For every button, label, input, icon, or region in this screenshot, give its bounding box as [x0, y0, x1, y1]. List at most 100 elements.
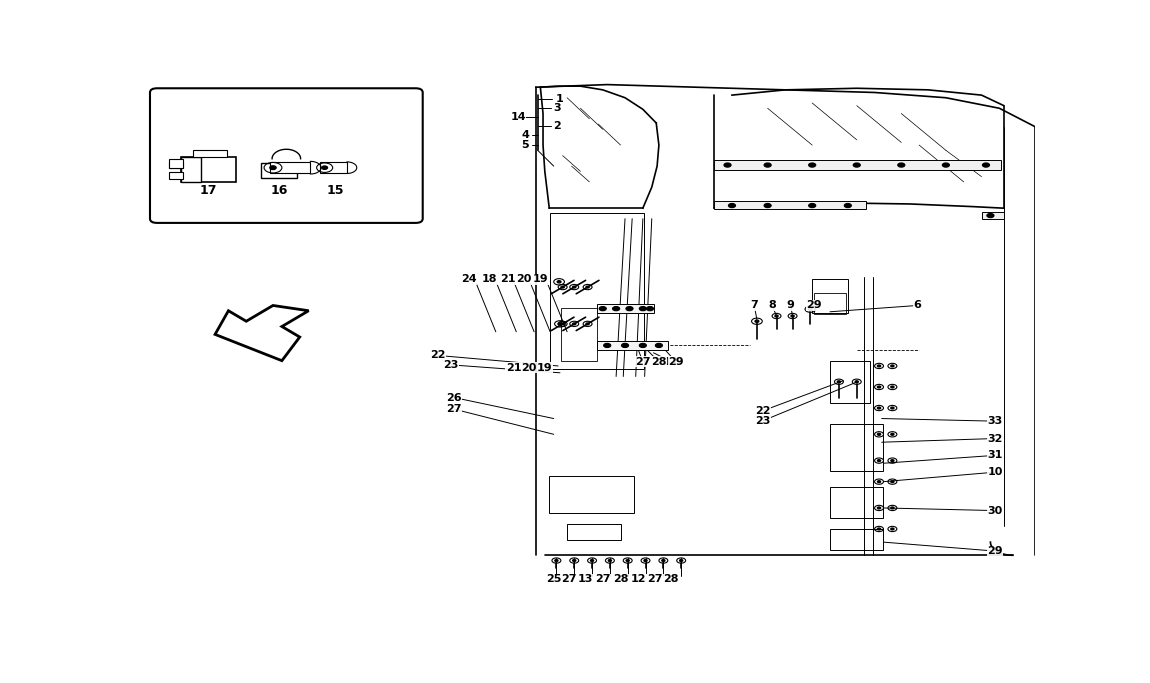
Bar	[597, 341, 668, 350]
Circle shape	[808, 163, 815, 167]
Text: 27: 27	[446, 404, 461, 414]
Circle shape	[853, 163, 860, 167]
Text: 28: 28	[664, 574, 680, 584]
Circle shape	[599, 307, 606, 311]
Text: 20: 20	[521, 363, 536, 372]
Text: 12: 12	[630, 574, 646, 584]
Bar	[597, 304, 654, 313]
Circle shape	[891, 407, 894, 409]
Text: 29: 29	[987, 546, 1003, 556]
Text: 24: 24	[461, 274, 477, 284]
Circle shape	[877, 507, 881, 509]
Text: 4: 4	[521, 130, 529, 139]
Circle shape	[791, 315, 795, 317]
Circle shape	[656, 344, 662, 348]
Text: 27: 27	[595, 574, 611, 584]
Text: 27: 27	[635, 357, 651, 367]
Circle shape	[891, 528, 894, 530]
Circle shape	[680, 559, 683, 561]
Text: 14: 14	[511, 111, 526, 122]
Circle shape	[554, 559, 558, 561]
Bar	[561, 308, 597, 361]
Circle shape	[891, 481, 894, 483]
Circle shape	[891, 460, 894, 462]
Circle shape	[808, 204, 815, 208]
Bar	[567, 524, 621, 540]
Circle shape	[558, 281, 561, 283]
Bar	[193, 150, 227, 156]
Text: 29: 29	[806, 301, 822, 311]
Circle shape	[573, 323, 576, 325]
Text: 32: 32	[987, 434, 1003, 443]
Text: 30: 30	[987, 505, 1003, 516]
Circle shape	[573, 286, 576, 288]
Text: 27: 27	[561, 574, 576, 584]
Circle shape	[604, 344, 611, 348]
Circle shape	[987, 214, 994, 218]
Circle shape	[877, 434, 881, 435]
Text: 28: 28	[613, 574, 628, 584]
Circle shape	[590, 559, 593, 561]
Bar	[182, 156, 237, 182]
Text: 26: 26	[446, 393, 461, 402]
Text: 20: 20	[515, 274, 531, 284]
Text: 33: 33	[987, 416, 1003, 426]
Text: 1: 1	[555, 94, 563, 104]
Circle shape	[877, 386, 881, 388]
FancyBboxPatch shape	[150, 88, 423, 223]
Bar	[261, 163, 297, 178]
Circle shape	[613, 307, 620, 311]
Circle shape	[621, 344, 629, 348]
Bar	[169, 162, 183, 168]
Bar	[714, 160, 1002, 170]
Text: 7: 7	[751, 301, 758, 311]
Text: 15: 15	[327, 184, 344, 197]
Text: 3: 3	[553, 102, 561, 113]
Circle shape	[756, 320, 759, 322]
Text: 11: 11	[664, 357, 680, 367]
Circle shape	[322, 166, 328, 169]
Text: 31: 31	[987, 450, 1003, 460]
Bar	[830, 487, 883, 518]
Text: 6: 6	[913, 301, 921, 311]
Bar	[812, 279, 848, 313]
Text: 19: 19	[532, 274, 549, 284]
Circle shape	[775, 315, 779, 317]
Circle shape	[561, 323, 565, 325]
Circle shape	[626, 307, 632, 311]
Circle shape	[573, 559, 576, 561]
Circle shape	[608, 559, 612, 561]
Bar	[169, 158, 183, 168]
Circle shape	[728, 204, 736, 208]
Circle shape	[661, 559, 665, 561]
Text: 23: 23	[756, 416, 771, 426]
Circle shape	[877, 528, 881, 530]
Bar	[830, 423, 883, 471]
Circle shape	[837, 381, 841, 382]
Circle shape	[891, 386, 894, 388]
Circle shape	[877, 481, 881, 483]
Text: 21: 21	[506, 363, 521, 372]
Circle shape	[856, 381, 858, 382]
Text: 18: 18	[482, 274, 497, 284]
Bar	[320, 162, 347, 173]
Bar	[270, 162, 311, 173]
Bar	[814, 294, 846, 314]
Text: 17: 17	[199, 184, 216, 197]
Bar	[182, 156, 201, 182]
Bar	[550, 477, 634, 513]
Text: 21: 21	[499, 274, 515, 284]
Circle shape	[942, 163, 950, 167]
Circle shape	[646, 307, 653, 311]
Circle shape	[270, 166, 276, 169]
Circle shape	[639, 307, 646, 311]
Text: 16: 16	[270, 184, 288, 197]
Circle shape	[891, 434, 894, 435]
Text: 2: 2	[553, 121, 561, 130]
Bar	[169, 172, 183, 179]
Bar	[982, 212, 1004, 219]
Text: 13: 13	[578, 574, 593, 584]
Circle shape	[877, 407, 881, 409]
Text: 22: 22	[430, 350, 445, 361]
Circle shape	[644, 559, 647, 561]
